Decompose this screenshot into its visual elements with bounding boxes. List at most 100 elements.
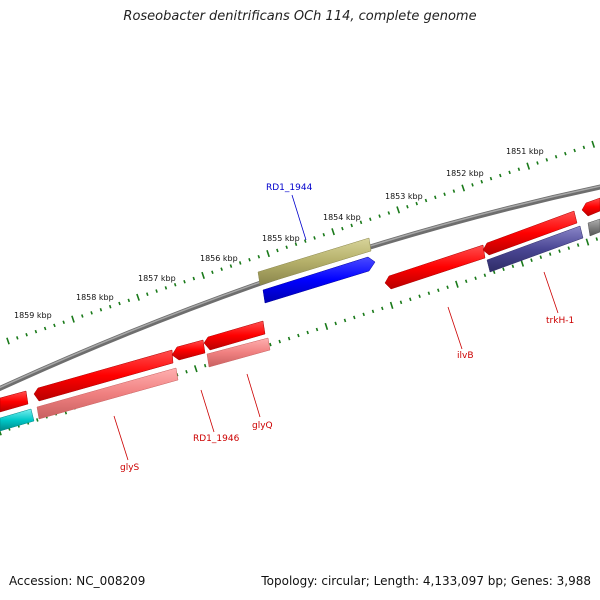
outer-ruler-tick [526,162,531,170]
outer-ruler-tick [43,326,47,331]
inner-ruler-tick [381,306,384,311]
feature-rd1-1946-red[interactable] [171,339,206,361]
outer-ruler-tick [499,173,502,178]
feature-glyq-pink[interactable] [206,337,271,368]
inner-ruler-tick [334,321,337,326]
label-ilvb: ilvB [457,351,474,361]
leader-rd1-1944 [291,194,307,241]
outer-ruler-tick [322,233,326,237]
outer-ruler-tick [183,279,186,284]
inner-ruler-tick [455,280,459,288]
leader-ilvb [447,306,463,350]
outer-ruler-tick [53,323,56,328]
outer-ruler-tick [582,145,586,150]
outer-ruler-tick [387,211,391,215]
inner-ruler-tick [585,238,590,246]
feature-ilvb-red[interactable] [384,244,486,290]
leader-lines [113,194,559,461]
inner-ruler-tick [362,312,365,317]
inner-ruler-tick [530,258,533,262]
inner-ruler-tick [492,270,496,274]
outer-ruler-tick [71,315,75,323]
outer-ruler-tick [81,314,84,318]
outer-ruler-tick [536,161,539,165]
label-glys: glyS [120,463,140,473]
inner-ruler-tick [576,243,580,247]
feature-glyq-red[interactable] [203,320,266,351]
inner-ruler-tick [269,342,272,347]
outer-ruler-tick [25,332,28,337]
outer-ruler-tick [471,183,474,187]
outer-ruler-tick [443,192,446,197]
feature-glys-pink[interactable] [36,367,179,420]
outer-ruler-tick [294,242,298,246]
outer-ruler-tick [331,228,335,236]
inner-ruler-tick [502,267,505,271]
outer-ruler-tick [303,239,307,243]
inner-ruler-tick [558,249,561,253]
outer-ruler-tick [564,151,567,156]
outer-ruler-tick [257,254,261,259]
outer-ruler-tick [591,140,596,148]
outer-ruler-tick [350,223,353,228]
label-glyq: glyQ [252,421,273,431]
inner-ruler-tick [427,291,431,296]
outer-ruler-tick [136,293,140,301]
outer-ruler-tick [16,336,19,340]
outer-ruler-tick [378,214,381,218]
ruler-label-1852: 1852 kbp [446,169,484,178]
inner-ruler-tick [464,279,468,284]
feature-gray-right[interactable] [587,218,600,237]
outer-ruler-tick [211,270,214,275]
inner-ruler-tick [399,300,403,305]
ruler-label-1859: 1859 kbp [14,311,52,320]
outer-ruler-tick [461,184,466,192]
outer-ruler-tick [62,320,65,325]
inner-ruler-tick [539,255,543,259]
feature-blue[interactable] [262,256,376,304]
inner-ruler-tick [520,259,525,267]
inner-ruler-tick [483,273,487,277]
inner-ruler-tick [343,318,347,323]
outer-ruler-tick [434,195,437,200]
outer-ruler-tick [341,226,344,231]
inner-ruler-tick [418,294,421,299]
outer-ruler-tick [554,155,558,159]
inner-ruler-tick [389,301,394,309]
outer-ruler [6,140,596,345]
feature-cyan-left[interactable] [0,408,35,432]
outer-ruler-tick [192,276,196,281]
inner-ruler-tick [446,285,449,290]
outer-ruler-tick [415,201,418,206]
feature-red-right-2[interactable] [581,197,600,217]
map-title: Roseobacter denitrificans OCh 114, compl… [123,9,477,24]
outer-ruler-tick [164,286,168,290]
inner-ruler-tick [567,246,571,250]
inner-ruler-tick [297,333,300,338]
outer-ruler-tick [118,301,121,306]
inner-ruler-tick [193,365,198,373]
outer-ruler-tick [127,298,131,303]
inner-ruler-tick [324,322,329,331]
ruler-label-1851: 1851 kbp [506,147,544,156]
inner-ruler-tick [595,237,599,241]
accession-text: Accession: NC_008209 [9,574,146,588]
outer-ruler-tick [517,167,521,172]
outer-ruler-tick [108,304,112,309]
outer-ruler-tick [229,264,233,268]
inner-ruler-tick [371,309,375,314]
feature-trkh1-purple[interactable] [486,225,584,273]
feature-red-right-1[interactable] [482,210,578,256]
outer-ruler-tick [545,158,549,162]
ruler-label-1856: 1856 kbp [200,254,238,263]
feature-rd1-1944-olive[interactable] [257,237,372,286]
leader-glys [113,415,129,461]
ruler-label-1853: 1853 kbp [385,192,423,201]
inner-ruler-tick [548,252,552,256]
outer-ruler-tick [90,311,93,315]
feature-red-left[interactable] [0,390,29,413]
outer-ruler-tick [276,248,279,253]
feature-glys-red[interactable] [33,349,174,402]
label-rd1-1944: RD1_1944 [266,183,313,193]
